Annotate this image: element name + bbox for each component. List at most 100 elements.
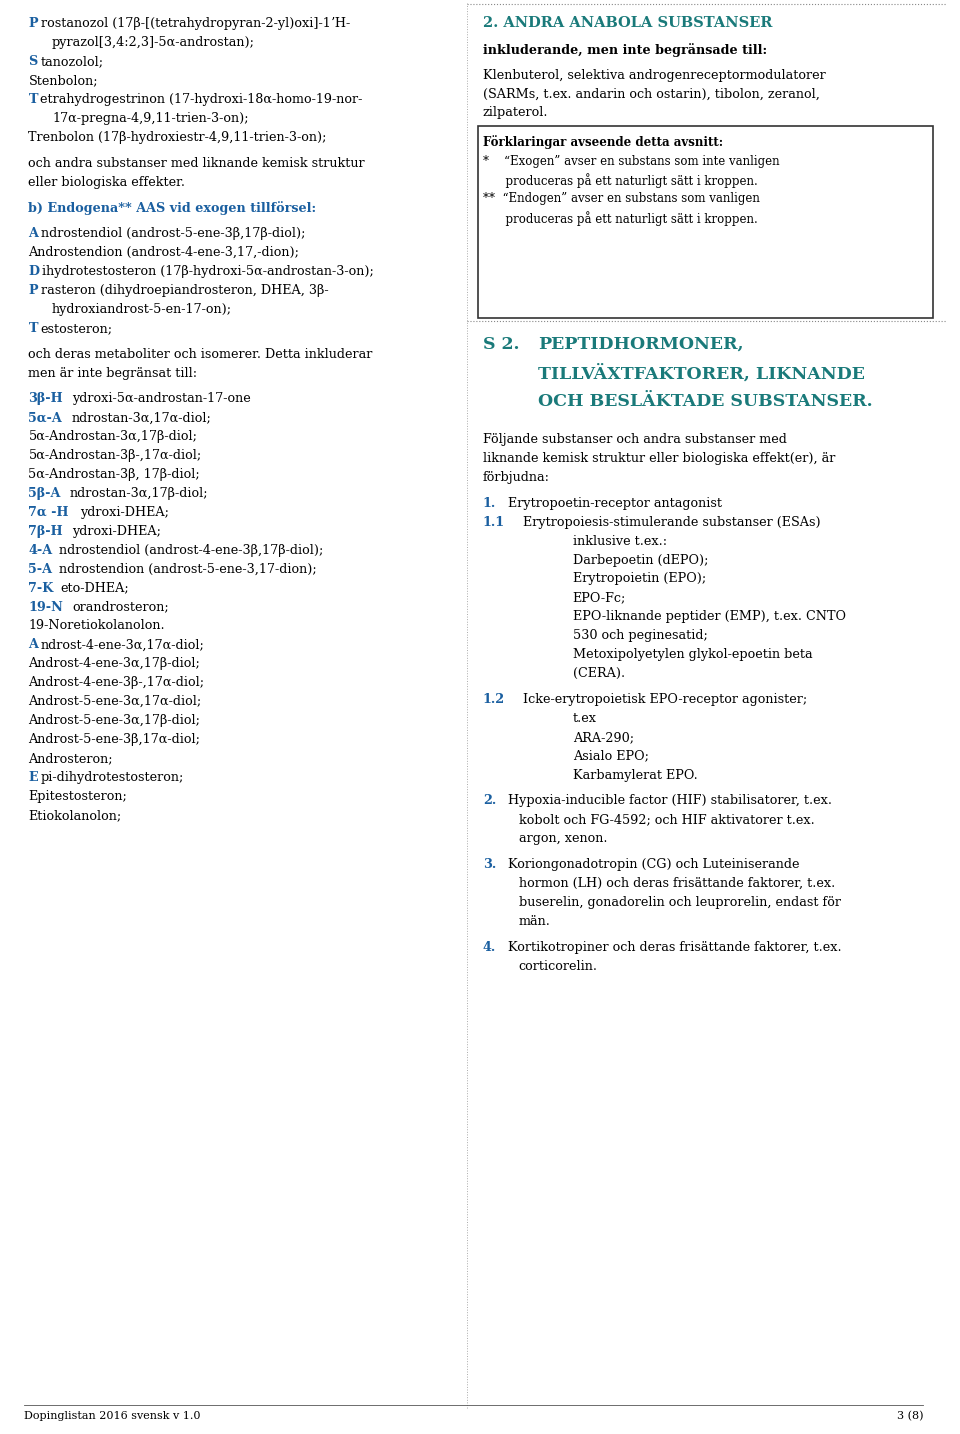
Text: ARA-290;: ARA-290; [573,731,634,744]
Text: 5α-Androstan-3β-,17α-diol;: 5α-Androstan-3β-,17α-diol; [29,449,202,462]
Text: rostanozol (17β-[(tetrahydropyran-2-yl)oxi]-1ʼH-: rostanozol (17β-[(tetrahydropyran-2-yl)o… [40,17,349,30]
Text: Androst-5-ene-3α,17β-diol;: Androst-5-ene-3α,17β-diol; [29,714,201,727]
Text: D: D [29,265,39,278]
Text: produceras på ett naturligt sätt i kroppen.: produceras på ett naturligt sätt i kropp… [483,174,757,188]
Text: (SARMs, t.ex. andarin och ostarin), tibolon, zeranol,: (SARMs, t.ex. andarin och ostarin), tibo… [483,87,820,100]
Text: estosteron;: estosteron; [40,321,112,334]
Text: Androsteron;: Androsteron; [29,751,113,764]
Text: Kortikotropiner och deras frisättande faktorer, t.ex.: Kortikotropiner och deras frisättande fa… [500,941,841,954]
Text: hydroxiandrost-5-en-17-on);: hydroxiandrost-5-en-17-on); [52,303,232,315]
Text: 19-N: 19-N [29,601,63,614]
Text: b) Endogena** AAS vid exogen tillförsel:: b) Endogena** AAS vid exogen tillförsel: [29,201,317,215]
Text: ndrostendion (androst-5-ene-3,17-dion);: ndrostendion (androst-5-ene-3,17-dion); [59,562,317,575]
Text: EPO-Fc;: EPO-Fc; [573,591,626,604]
Text: 530 och peginesatid;: 530 och peginesatid; [573,630,708,642]
Text: t.ex: t.ex [573,711,597,724]
Text: ydroxi-5α-androstan-17-one: ydroxi-5α-androstan-17-one [72,393,252,406]
Text: eller biologiska effekter.: eller biologiska effekter. [29,175,185,188]
Text: (CERA).: (CERA). [573,667,625,680]
Text: 5α-A: 5α-A [29,412,62,424]
Text: 5-A: 5-A [29,562,53,575]
Text: argon, xenon.: argon, xenon. [518,832,608,845]
Text: P: P [29,284,38,297]
Text: Karbamylerat EPO.: Karbamylerat EPO. [573,769,698,782]
Text: 4-A: 4-A [29,543,53,556]
Text: Darbepoetin (dEPO);: Darbepoetin (dEPO); [573,554,708,566]
Text: PEPTIDHORMONER,: PEPTIDHORMONER, [538,336,743,353]
Text: T: T [29,93,37,106]
Text: Förklaringar avseende detta avsnitt:: Förklaringar avseende detta avsnitt: [483,135,723,149]
Text: Asialo EPO;: Asialo EPO; [573,750,649,763]
Text: 1.1: 1.1 [483,516,505,529]
Text: *    “Exogen” avser en substans som inte vanligen: * “Exogen” avser en substans som inte va… [483,155,780,168]
Text: och deras metaboliter och isomerer. Detta inkluderar: och deras metaboliter och isomerer. Dett… [29,347,372,360]
Text: Följande substanser och andra substanser med: Följande substanser och andra substanser… [483,433,787,446]
Text: Erytropoetin-receptor antagonist: Erytropoetin-receptor antagonist [500,496,722,509]
Text: Hypoxia-inducible factor (HIF) stabilisatorer, t.ex.: Hypoxia-inducible factor (HIF) stabilisa… [500,794,831,807]
Text: ndrostendiol (androst-4-ene-3β,17β-diol);: ndrostendiol (androst-4-ene-3β,17β-diol)… [60,543,324,556]
Text: pyrazol[3,4:2,3]-5α-androstan);: pyrazol[3,4:2,3]-5α-androstan); [52,36,255,49]
Text: 3 (8): 3 (8) [897,1411,924,1421]
Text: P: P [29,17,38,30]
Text: Androst-4-ene-3β-,17α-diol;: Androst-4-ene-3β-,17α-diol; [29,677,204,690]
Text: Dopinglistan 2016 svensk v 1.0: Dopinglistan 2016 svensk v 1.0 [24,1411,201,1421]
Text: pi-dihydrotestosteron;: pi-dihydrotestosteron; [40,771,184,784]
Text: 3β-H: 3β-H [29,393,63,406]
Text: Androst-5-ene-3β,17α-diol;: Androst-5-ene-3β,17α-diol; [29,733,201,746]
Text: tanozolol;: tanozolol; [40,54,103,67]
Text: corticorelin.: corticorelin. [518,959,598,972]
Text: A: A [29,638,38,651]
Text: eto-DHEA;: eto-DHEA; [60,582,130,595]
Text: Etiokolanolon;: Etiokolanolon; [29,809,122,822]
Text: Icke-erytropoietisk EPO-receptor agonister;: Icke-erytropoietisk EPO-receptor agonist… [511,693,807,706]
Text: ndrostendiol (androst-5-ene-3β,17β-diol);: ndrostendiol (androst-5-ene-3β,17β-diol)… [41,227,305,239]
Text: 3.: 3. [483,858,496,870]
Text: produceras på ett naturligt sätt i kroppen.: produceras på ett naturligt sätt i kropp… [483,211,757,225]
Text: TILLVÄXTFAKTORER, LIKNANDE: TILLVÄXTFAKTORER, LIKNANDE [538,364,865,383]
Text: 1.: 1. [483,496,496,509]
Text: inklusive t.ex.:: inklusive t.ex.: [573,535,667,548]
Text: S: S [29,54,37,67]
Text: ydroxi-DHEA;: ydroxi-DHEA; [72,525,161,538]
Text: förbjudna:: förbjudna: [483,470,550,483]
Text: T: T [29,321,37,334]
Text: 7β-H: 7β-H [29,525,63,538]
Text: S 2.: S 2. [483,336,519,353]
Text: Erytropoietin (EPO);: Erytropoietin (EPO); [573,572,706,585]
Text: Androst-4-ene-3α,17β-diol;: Androst-4-ene-3α,17β-diol; [29,657,200,670]
Text: Metoxipolyetylen glykol-epoetin beta: Metoxipolyetylen glykol-epoetin beta [573,648,812,661]
Text: A: A [29,227,38,239]
Text: zilpaterol.: zilpaterol. [483,106,548,119]
Text: 7α -H: 7α -H [29,506,69,519]
Text: ihydrotestosteron (17β-hydroxi-5α-androstan-3-on);: ihydrotestosteron (17β-hydroxi-5α-andros… [42,265,374,278]
Text: Androstendion (androst-4-ene-3,17,-dion);: Androstendion (androst-4-ene-3,17,-dion)… [29,247,300,260]
Text: ndrostan-3α,17β-diol;: ndrostan-3α,17β-diol; [70,488,208,500]
Text: 5α-Androstan-3β, 17β-diol;: 5α-Androstan-3β, 17β-diol; [29,467,200,480]
Text: och andra substanser med liknande kemisk struktur: och andra substanser med liknande kemisk… [29,156,365,169]
Text: rasteron (dihydroepiandrosteron, DHEA, 3β-: rasteron (dihydroepiandrosteron, DHEA, 3… [40,284,328,297]
Text: 1.2: 1.2 [483,693,505,706]
Text: **  “Endogen” avser en substans som vanligen: ** “Endogen” avser en substans som vanli… [483,192,759,205]
Text: 17α-pregna-4,9,11-trien-3-on);: 17α-pregna-4,9,11-trien-3-on); [52,112,249,125]
Text: liknande kemisk struktur eller biologiska effekt(er), är: liknande kemisk struktur eller biologisk… [483,452,835,465]
Text: ndrostan-3α,17α-diol;: ndrostan-3α,17α-diol; [71,412,211,424]
Text: Stenbolon;: Stenbolon; [29,75,98,87]
Text: ndrost-4-ene-3α,17α-diol;: ndrost-4-ene-3α,17α-diol; [41,638,204,651]
Text: etrahydrogestrinon (17-hydroxi-18α-homo-19-nor-: etrahydrogestrinon (17-hydroxi-18α-homo-… [40,93,363,106]
Text: kobolt och FG-4592; och HIF aktivatorer t.ex.: kobolt och FG-4592; och HIF aktivatorer … [518,813,815,826]
Text: 4.: 4. [483,941,496,954]
Text: OCH BESLÄKTADE SUBSTANSER.: OCH BESLÄKTADE SUBSTANSER. [538,393,873,410]
Text: E: E [29,771,38,784]
Text: Trenbolon (17β-hydroxiestr-4,9,11-trien-3-on);: Trenbolon (17β-hydroxiestr-4,9,11-trien-… [29,130,326,143]
Text: orandrosteron;: orandrosteron; [73,601,169,614]
Text: inkluderande, men inte begränsade till:: inkluderande, men inte begränsade till: [483,43,767,57]
Text: hormon (LH) och deras frisättande faktorer, t.ex.: hormon (LH) och deras frisättande faktor… [518,878,835,891]
Text: Androst-5-ene-3α,17α-diol;: Androst-5-ene-3α,17α-diol; [29,695,202,708]
Text: 5β-A: 5β-A [29,488,60,500]
Text: 2.: 2. [483,794,496,807]
Text: EPO-liknande peptider (EMP), t.ex. CNTO: EPO-liknande peptider (EMP), t.ex. CNTO [573,611,846,624]
Text: 5α-Androstan-3α,17β-diol;: 5α-Androstan-3α,17β-diol; [29,430,197,443]
Bar [478,126,932,318]
Text: män.: män. [518,915,551,928]
Text: 2. ANDRA ANABOLA SUBSTANSER: 2. ANDRA ANABOLA SUBSTANSER [483,16,773,30]
